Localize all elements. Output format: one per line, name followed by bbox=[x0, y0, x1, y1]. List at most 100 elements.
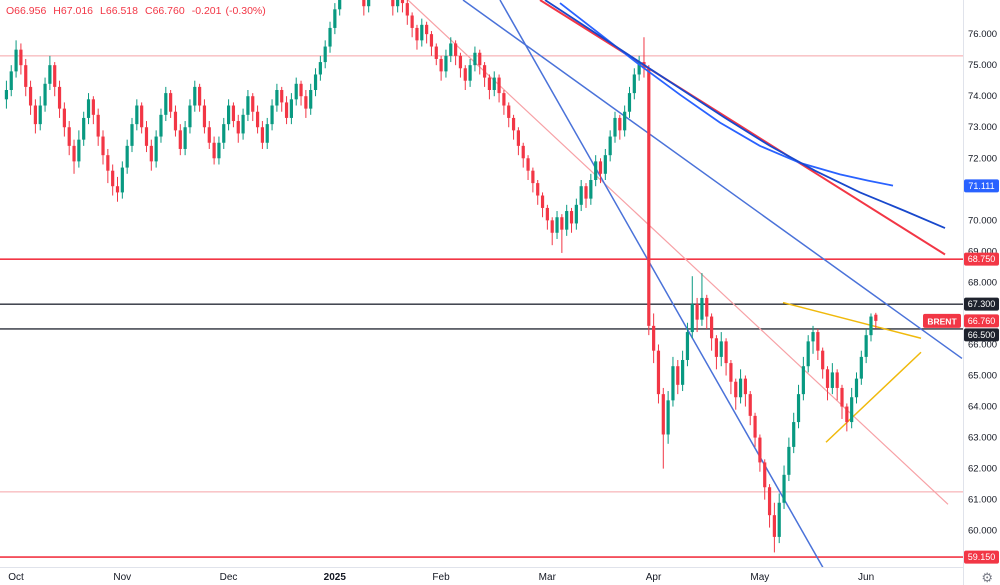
svg-text:68.750: 68.750 bbox=[968, 254, 996, 264]
candle bbox=[482, 62, 487, 87]
candle bbox=[618, 114, 622, 140]
candle bbox=[280, 86, 284, 112]
candle bbox=[627, 86, 632, 118]
candle bbox=[792, 412, 796, 454]
candle bbox=[67, 121, 71, 156]
time-axis-label[interactable]: Dec bbox=[220, 572, 238, 583]
candle bbox=[603, 148, 607, 180]
candle bbox=[294, 77, 298, 106]
wedge-upper-yellow[interactable] bbox=[782, 301, 922, 340]
candle bbox=[874, 312, 878, 329]
candle bbox=[415, 24, 419, 50]
candle bbox=[318, 55, 322, 81]
candle bbox=[164, 86, 168, 122]
candle bbox=[796, 384, 801, 429]
candle bbox=[144, 121, 149, 153]
candle bbox=[434, 43, 438, 66]
candle bbox=[72, 139, 76, 174]
candle bbox=[246, 90, 250, 122]
candle bbox=[207, 121, 211, 149]
candle bbox=[859, 350, 863, 385]
candle bbox=[149, 139, 153, 171]
candle bbox=[864, 328, 868, 364]
candle bbox=[304, 90, 308, 118]
price-axis[interactable]: 76.000 75.000 74.000 73.000 72.000 70.000 69.0… bbox=[963, 0, 1000, 585]
low-label: L bbox=[100, 5, 106, 17]
candle bbox=[516, 127, 520, 156]
candle bbox=[420, 18, 424, 47]
candle bbox=[120, 161, 124, 199]
candle bbox=[623, 105, 627, 137]
candle bbox=[400, 0, 405, 13]
candle bbox=[681, 350, 685, 392]
time-axis-label[interactable]: Jun bbox=[858, 572, 874, 583]
descending-trendline-red-major[interactable] bbox=[539, 0, 946, 256]
candle bbox=[38, 96, 42, 131]
candle bbox=[178, 124, 182, 156]
candle bbox=[782, 465, 786, 509]
candle bbox=[845, 403, 849, 432]
price-tick: 61.000 bbox=[968, 495, 997, 506]
close-label: C bbox=[144, 5, 153, 17]
candle bbox=[183, 121, 187, 156]
candle bbox=[734, 378, 738, 410]
candle bbox=[613, 111, 617, 143]
price-tick: 73.000 bbox=[968, 122, 997, 133]
candle bbox=[125, 139, 129, 174]
candle bbox=[260, 121, 265, 149]
candle bbox=[869, 313, 873, 342]
wedge-lower-yellow[interactable] bbox=[825, 351, 922, 443]
candle bbox=[82, 111, 86, 146]
time-axis-label[interactable]: Apr bbox=[646, 572, 662, 583]
candle bbox=[709, 313, 714, 351]
candle bbox=[574, 198, 578, 230]
ma-slow-curve[interactable] bbox=[544, 0, 946, 229]
candle bbox=[9, 65, 13, 97]
candle bbox=[154, 130, 158, 168]
candle bbox=[714, 335, 719, 370]
candle bbox=[835, 369, 839, 401]
price-tick: 64.000 bbox=[968, 402, 997, 413]
symbol-badge: BRENT bbox=[923, 313, 961, 328]
candle bbox=[458, 52, 463, 78]
time-axis-label[interactable]: Nov bbox=[113, 572, 131, 583]
candle bbox=[449, 37, 453, 63]
candle bbox=[289, 93, 293, 125]
candle bbox=[405, 0, 409, 25]
time-axis-label[interactable]: 2025 bbox=[324, 572, 347, 583]
svg-text:66.760: 66.760 bbox=[968, 316, 996, 326]
candle bbox=[700, 273, 704, 326]
candle bbox=[173, 105, 178, 137]
candle bbox=[19, 43, 23, 75]
price-tick: 76.000 bbox=[968, 29, 997, 40]
candle bbox=[338, 0, 342, 16]
price-tick: 60.000 bbox=[968, 526, 997, 537]
time-axis[interactable]: Oct Nov Dec 2025 Feb Mar Apr May Jun bbox=[0, 567, 1000, 585]
candle bbox=[598, 158, 603, 184]
candle bbox=[86, 93, 91, 125]
candle bbox=[429, 31, 434, 56]
settings-icon[interactable]: ⚙ bbox=[981, 570, 993, 585]
candle bbox=[140, 102, 144, 134]
candle bbox=[202, 99, 207, 134]
descending-trendline-blue-major[interactable] bbox=[462, 0, 963, 360]
time-axis-label[interactable]: May bbox=[750, 572, 769, 583]
candle bbox=[584, 183, 588, 208]
candle bbox=[753, 412, 757, 447]
price-tick: 62.000 bbox=[968, 464, 997, 475]
price-tick: 66.000 bbox=[968, 339, 997, 350]
price-tick: 74.000 bbox=[968, 91, 997, 102]
time-axis-label[interactable]: Mar bbox=[539, 572, 557, 583]
candle bbox=[130, 117, 134, 153]
candle bbox=[236, 114, 240, 143]
descending-trendline-blue-steep[interactable] bbox=[499, 0, 832, 583]
price-tick: 70.000 bbox=[968, 215, 997, 226]
candle bbox=[666, 391, 670, 444]
candle bbox=[811, 325, 815, 354]
time-axis-label[interactable]: Feb bbox=[432, 572, 450, 583]
svg-text:71.111: 71.111 bbox=[968, 181, 994, 191]
time-axis-label[interactable]: Oct bbox=[8, 572, 24, 583]
candle bbox=[825, 366, 830, 401]
candle bbox=[284, 96, 289, 125]
